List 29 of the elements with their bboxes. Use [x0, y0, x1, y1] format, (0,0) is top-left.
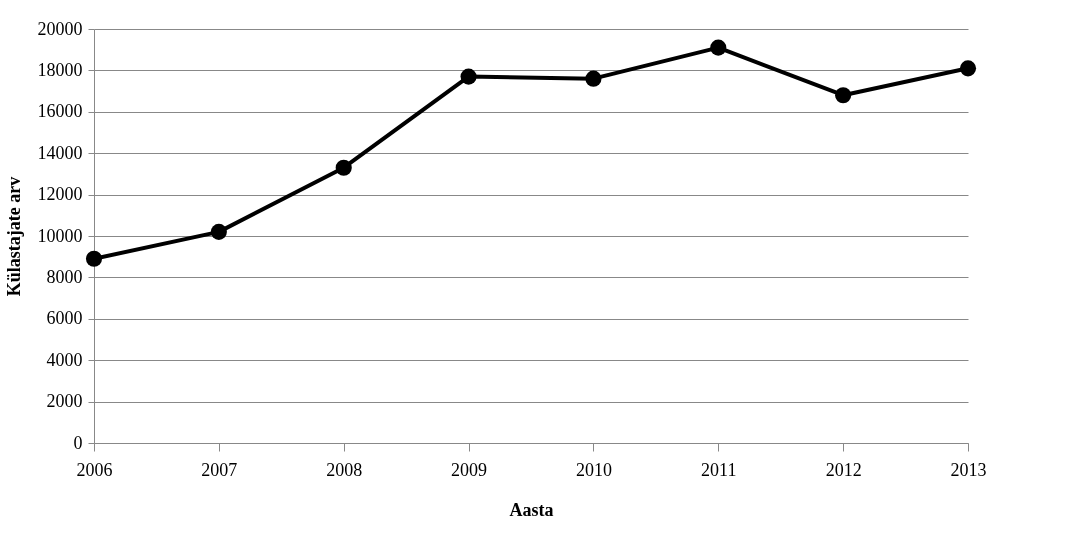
y-tick-label: 2000 [46, 391, 83, 412]
y-tick-label: 12000 [37, 184, 83, 205]
y-axis-title: Külastajate arv [3, 176, 24, 297]
x-tick-label: 2013 [950, 459, 987, 480]
x-tick-label: 2010 [575, 459, 612, 480]
point [85, 250, 103, 267]
y-tick-label: 16000 [37, 101, 83, 122]
point [835, 87, 852, 104]
x-tick-label: 2011 [701, 459, 737, 480]
y-tick-label: 8000 [46, 266, 83, 287]
y-tick-label: 6000 [46, 308, 83, 329]
y-tick-label: 4000 [46, 349, 83, 370]
x-tick-label: 2006 [76, 459, 113, 480]
point [460, 68, 477, 85]
y-tick-label: 0 [73, 432, 83, 453]
x-tick-label: 2007 [201, 459, 238, 480]
point [710, 39, 727, 56]
x-axis-title: Aasta [509, 499, 554, 520]
x-tick-label: 2012 [825, 459, 862, 480]
x-tick-label: 2009 [451, 459, 488, 480]
point [210, 223, 227, 240]
y-tick-label: 10000 [37, 225, 83, 246]
point [585, 70, 602, 87]
y-tick-label: 18000 [37, 59, 83, 80]
y-tick-label: 14000 [37, 142, 83, 163]
point [335, 159, 352, 176]
point [959, 60, 977, 77]
y-tick-label: 20000 [37, 18, 83, 39]
x-tick-label: 2008 [326, 459, 363, 480]
